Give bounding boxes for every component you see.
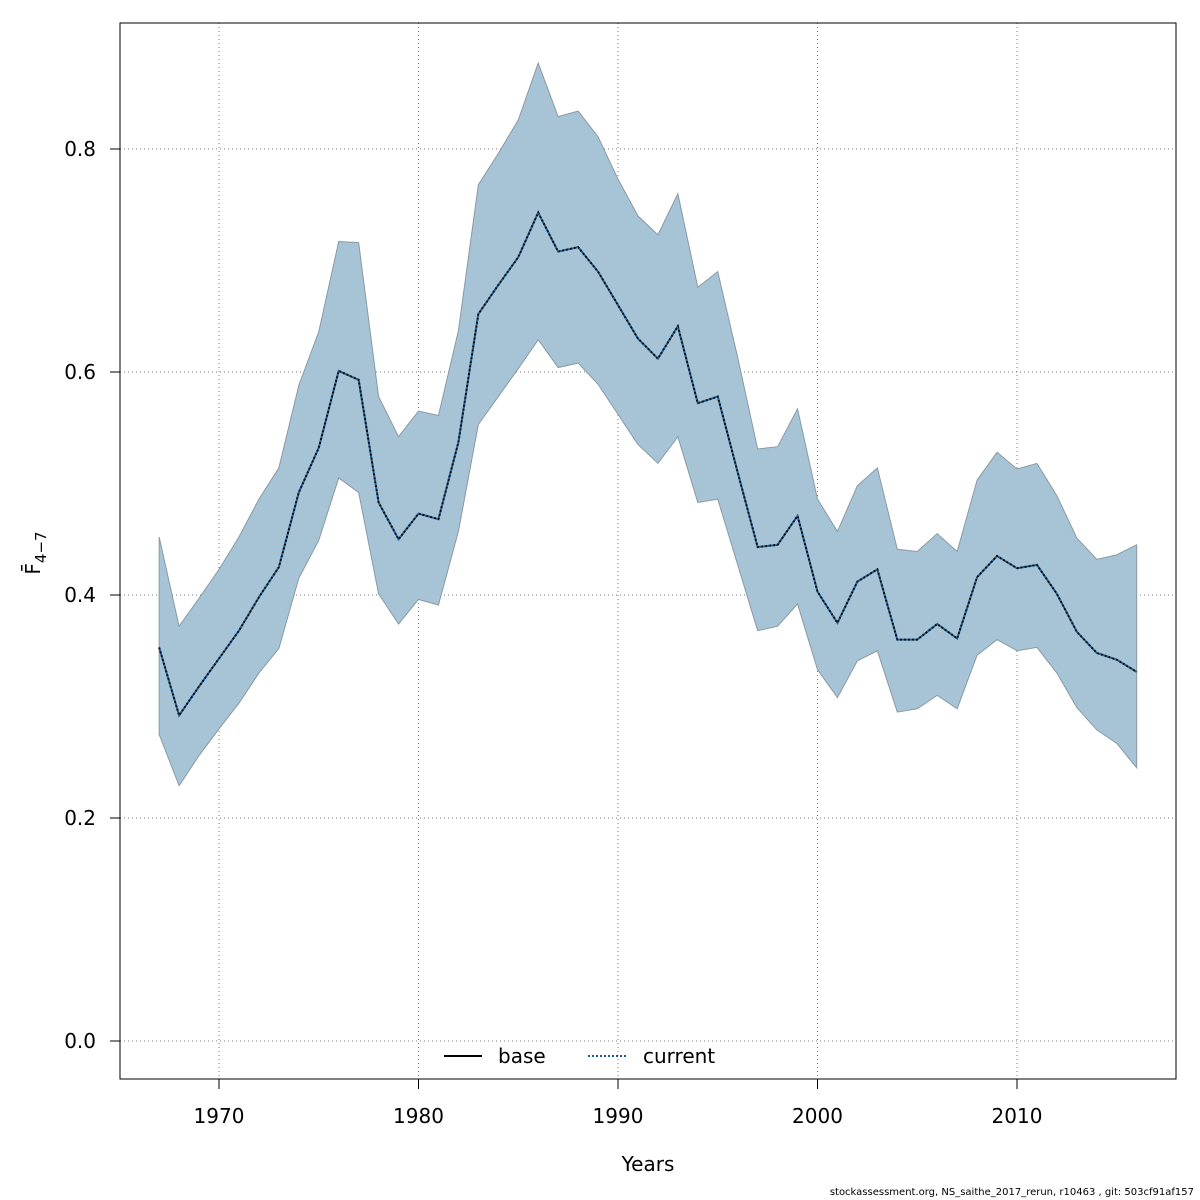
- x-tick-label: 1990: [593, 1104, 644, 1128]
- y-axis-title: F̄4−7: [20, 531, 50, 574]
- x-tick-label: 2000: [792, 1104, 843, 1128]
- y-tick-label: 0.6: [64, 360, 96, 384]
- legend-label-current: current: [643, 1044, 715, 1068]
- x-tick-label: 2010: [992, 1104, 1043, 1128]
- y-tick-label: 0.4: [64, 583, 96, 607]
- y-tick-label: 0.2: [64, 806, 96, 830]
- y-tick-label: 0.8: [64, 137, 96, 161]
- x-tick-label: 1980: [393, 1104, 444, 1128]
- y-axis: 0.0 0.2 0.4 0.6 0.8: [64, 137, 120, 1053]
- series-line-base: [158, 210, 1138, 718]
- x-tick-label: 1970: [194, 1104, 245, 1128]
- y-axis-title-main: F̄: [20, 563, 45, 575]
- plot-frame: [119, 22, 1177, 1080]
- legend-label-base: base: [498, 1044, 546, 1068]
- x-axis-title: Years: [621, 1152, 675, 1176]
- legend: base current: [444, 1044, 715, 1068]
- x-axis: 1970 1980 1990 2000 2010: [194, 1079, 1043, 1128]
- footer-source: stockassessment.org, NS_saithe_2017_reru…: [829, 1187, 1194, 1198]
- y-axis-title-subscript: 4−7: [32, 531, 50, 563]
- svg-text:F̄4−7: F̄4−7: [20, 531, 50, 574]
- confidence-band: [158, 61, 1138, 787]
- y-tick-label: 0.0: [64, 1029, 96, 1053]
